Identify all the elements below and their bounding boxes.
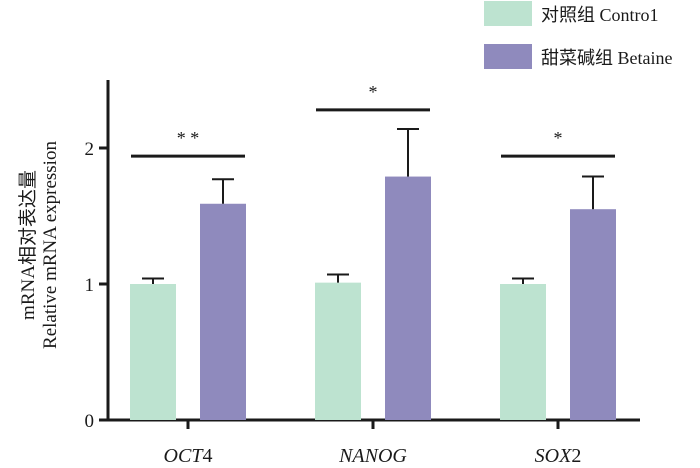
x-category-label-italic: SOX bbox=[535, 445, 572, 467]
x-category-label: SOX2 bbox=[535, 445, 582, 467]
bar-control bbox=[130, 284, 176, 420]
bar-control bbox=[315, 282, 361, 420]
x-category-label: OCT4 bbox=[164, 445, 213, 467]
legend-label: 对照组 Contro1 bbox=[541, 5, 659, 25]
y-axis-title-line: mRNA相对表达量 bbox=[17, 170, 39, 320]
y-axis-title: mRNA相对表达量 Relative mRNA expression bbox=[17, 141, 61, 349]
y-tick-label: 2 bbox=[85, 139, 95, 160]
legend-swatch-betaine bbox=[484, 44, 532, 69]
bar-betaine bbox=[570, 209, 616, 420]
bar-betaine bbox=[200, 203, 246, 420]
bar-betaine bbox=[385, 176, 431, 420]
y-axis-title-line: Relative mRNA expression bbox=[40, 141, 61, 349]
legend-label: 甜菜碱组 Betaine bbox=[541, 48, 672, 68]
x-category-label: NANOG bbox=[338, 445, 407, 467]
x-category-label-suffix: 2 bbox=[571, 445, 581, 467]
significance-label: * * bbox=[177, 128, 200, 148]
significance-label: * bbox=[554, 128, 563, 148]
y-tick-label: 1 bbox=[85, 275, 95, 296]
significance-label: * bbox=[369, 82, 378, 102]
x-category-label-italic: NANOG bbox=[338, 445, 407, 467]
bar-control bbox=[500, 284, 546, 420]
y-tick-label: 0 bbox=[85, 411, 95, 432]
legend-swatch-control bbox=[484, 1, 532, 26]
x-category-label-italic: OCT bbox=[164, 445, 205, 467]
x-category-label-suffix: 4 bbox=[202, 445, 212, 467]
